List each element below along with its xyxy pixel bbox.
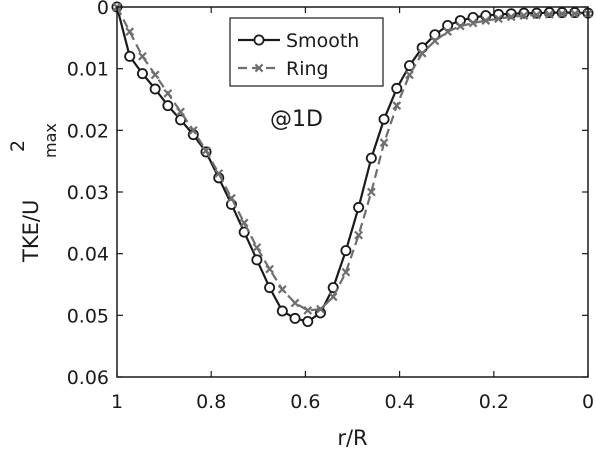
data-point bbox=[149, 83, 161, 95]
y-tick-label: 0.02 bbox=[67, 120, 109, 142]
data-point bbox=[545, 10, 554, 19]
x-tick-label: 0.2 bbox=[479, 391, 509, 413]
data-point bbox=[455, 21, 465, 31]
legend-label: Smooth bbox=[286, 30, 359, 52]
axes: 1 0.8 0.6 0.4 0.2 0 0 0.01 0.02 0.03 0.04 0.05 0.06 bbox=[67, 0, 594, 413]
legend-marker bbox=[253, 34, 265, 46]
y-axis-label-subscript: max bbox=[41, 123, 60, 158]
data-point bbox=[532, 10, 542, 20]
legend-item-ring: Ring bbox=[238, 58, 329, 80]
data-point bbox=[366, 187, 376, 197]
data-point bbox=[252, 243, 262, 252]
data-point bbox=[125, 27, 135, 37]
data-point bbox=[557, 9, 567, 19]
y-tick-label: 0.03 bbox=[67, 182, 109, 204]
data-point bbox=[570, 9, 580, 19]
data-point bbox=[340, 245, 352, 257]
data-point bbox=[290, 298, 300, 308]
y-axis-label-base: TKE/U bbox=[19, 200, 43, 263]
y-axis-label-superscript: 2 bbox=[7, 140, 29, 152]
data-point bbox=[265, 264, 274, 274]
data-point bbox=[214, 169, 224, 178]
data-point bbox=[316, 304, 325, 314]
data-point bbox=[341, 267, 351, 277]
data-point bbox=[328, 292, 338, 302]
data-point bbox=[429, 29, 441, 41]
data-point bbox=[238, 226, 250, 238]
y-tick-label: 0.06 bbox=[67, 367, 109, 389]
data-point bbox=[494, 14, 503, 24]
data-point bbox=[327, 282, 339, 294]
data-point bbox=[239, 218, 249, 228]
y-tick-label: 0.01 bbox=[67, 59, 109, 81]
data-point bbox=[519, 11, 529, 21]
legend-label: Ring bbox=[286, 58, 329, 80]
data-point bbox=[365, 152, 377, 164]
data-point bbox=[468, 18, 478, 28]
x-tick-label: 0.6 bbox=[290, 391, 320, 413]
data-point bbox=[251, 254, 263, 266]
legend-item-smooth: Smooth bbox=[238, 30, 359, 52]
data-point bbox=[150, 70, 160, 80]
data-point bbox=[481, 16, 491, 25]
data-point bbox=[378, 113, 390, 125]
series-line bbox=[116, 6, 588, 312]
x-tick-label: 0 bbox=[582, 391, 594, 413]
data-point bbox=[302, 315, 314, 327]
plot-marks bbox=[111, 1, 594, 327]
x-axis-label: r/R bbox=[337, 426, 367, 450]
data-point bbox=[136, 68, 148, 80]
data-point bbox=[201, 146, 211, 156]
legend: Smooth Ring bbox=[229, 17, 384, 87]
data-point bbox=[442, 19, 454, 31]
data-point bbox=[379, 138, 389, 148]
y-tick-label: 0 bbox=[97, 0, 109, 19]
data-point bbox=[443, 27, 453, 37]
annotation-label: @1D bbox=[270, 107, 323, 132]
data-point bbox=[276, 305, 288, 317]
data-point bbox=[417, 48, 427, 58]
x-tick-label: 0.4 bbox=[384, 391, 414, 413]
legend-box bbox=[229, 17, 384, 87]
y-tick-label: 0.05 bbox=[67, 305, 109, 327]
data-point bbox=[354, 230, 364, 240]
data-point bbox=[162, 100, 174, 112]
data-point bbox=[303, 306, 313, 315]
series-ring bbox=[112, 2, 593, 315]
data-point bbox=[264, 282, 276, 294]
legend-items: Smooth Ring bbox=[238, 30, 359, 80]
data-point bbox=[430, 36, 440, 46]
data-point bbox=[506, 12, 516, 22]
y-axis-label: TKE/U 2 max bbox=[7, 123, 60, 263]
x-tick-label: 0.8 bbox=[196, 391, 226, 413]
data-point bbox=[227, 193, 236, 203]
data-point bbox=[289, 312, 301, 324]
data-point bbox=[353, 201, 365, 213]
data-point bbox=[176, 107, 185, 117]
data-point bbox=[188, 125, 198, 135]
y-tick-label: 0.04 bbox=[67, 244, 109, 266]
data-point bbox=[163, 88, 173, 98]
data-point bbox=[138, 51, 147, 61]
data-point bbox=[124, 50, 136, 62]
x-tick-label: 1 bbox=[111, 391, 123, 413]
data-point bbox=[277, 285, 287, 294]
data-point bbox=[392, 101, 402, 111]
legend-marker bbox=[254, 63, 264, 73]
data-point bbox=[391, 82, 403, 94]
data-point bbox=[405, 70, 414, 80]
